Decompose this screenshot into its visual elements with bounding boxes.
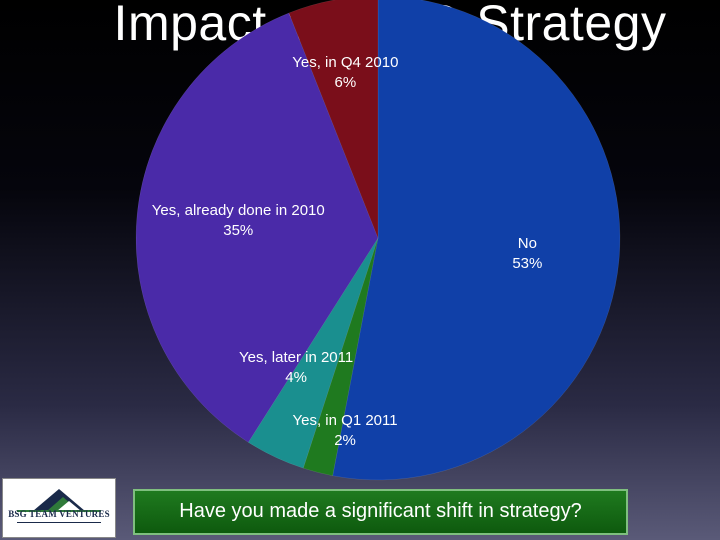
slice-label-3: Yes, already done in 2010 (152, 202, 325, 219)
question-banner: Have you made a significant shift in str… (133, 489, 628, 535)
slice-label-1: Yes, in Q1 2011 (293, 412, 398, 429)
pie-slice-4 (288, 0, 379, 239)
pie-slice-3 (135, 12, 379, 443)
slice-value-1: 2% (334, 432, 356, 449)
pie-slice-0 (332, 0, 621, 481)
slice-value-2: 4% (285, 369, 307, 386)
pie-slices (135, 0, 621, 481)
pie-labels: No 53% Yes, in Q1 2011 2% Yes, later in 2011… (152, 54, 543, 449)
logo-text: BSG TEAM VENTURES (8, 509, 110, 519)
pie-slice-2 (247, 237, 379, 469)
logo-underline (17, 522, 101, 523)
slice-label-4: Yes, in Q4 2010 (292, 54, 398, 71)
company-logo: BSG TEAM VENTURES (2, 478, 116, 538)
slice-value-0: 53% (512, 255, 542, 272)
slice-value-3: 35% (223, 222, 253, 239)
slice-label-2: Yes, later in 2011 (239, 349, 353, 366)
slice-value-4: 6% (335, 74, 357, 91)
logo-mark-icon (17, 489, 101, 512)
slice-label-0: No (518, 235, 537, 252)
pie-slice-1 (302, 237, 379, 477)
